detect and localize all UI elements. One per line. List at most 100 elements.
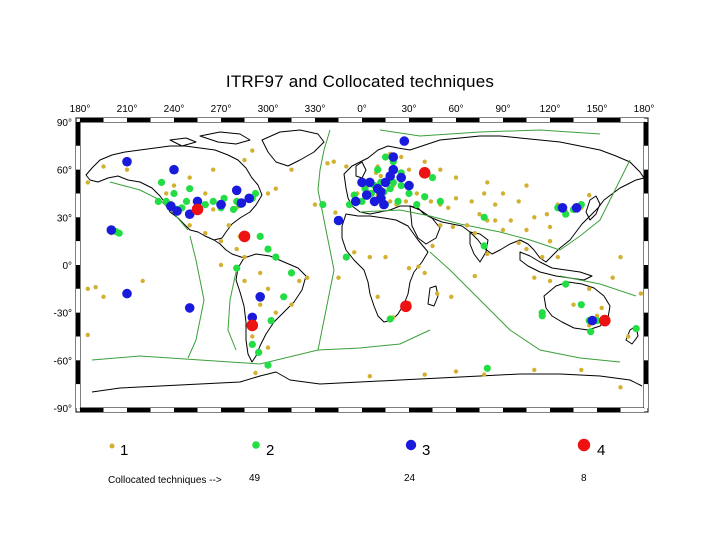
station-point-type-1 xyxy=(618,254,623,260)
station-point-type-1 xyxy=(587,192,592,198)
coast-japan xyxy=(585,195,601,221)
frame-segment xyxy=(644,217,648,242)
frame-segment xyxy=(221,408,245,412)
station-point-type-1 xyxy=(378,173,383,179)
frame-segment xyxy=(244,118,268,122)
frame-segment xyxy=(432,408,456,412)
station-point-type-1 xyxy=(482,191,487,196)
frame-segment xyxy=(80,408,104,412)
plate-western-pacific xyxy=(559,159,631,251)
station-point-type-1 xyxy=(516,240,521,245)
station-point-type-3 xyxy=(557,203,568,213)
station-point-type-2 xyxy=(154,197,162,205)
coast-greenland xyxy=(261,129,325,167)
station-point-type-1 xyxy=(438,167,443,172)
frame-segment xyxy=(644,384,648,408)
station-point-type-2 xyxy=(386,315,394,323)
station-point-type-1 xyxy=(383,254,388,260)
station-point-type-3 xyxy=(365,177,375,188)
station-point-type-2 xyxy=(157,178,166,186)
station-point-type-3 xyxy=(184,303,195,313)
station-point-type-2 xyxy=(381,153,390,161)
station-point-type-1 xyxy=(289,167,294,172)
frame-checker xyxy=(76,118,648,412)
station-point-type-1 xyxy=(273,186,278,191)
station-point-type-3 xyxy=(388,164,399,175)
station-point-type-1 xyxy=(297,278,302,284)
frame-segment xyxy=(573,408,597,412)
station-point-type-1 xyxy=(273,310,278,315)
station-point-type-2 xyxy=(201,201,209,209)
frame-segment xyxy=(127,408,151,412)
station-point-type-1 xyxy=(403,199,409,204)
station-point-type-1 xyxy=(85,286,91,291)
station-point-type-3 xyxy=(388,152,399,162)
station-point-type-3 xyxy=(350,196,361,207)
station-point-type-1 xyxy=(500,191,506,196)
station-point-type-1 xyxy=(532,275,537,280)
station-point-type-1 xyxy=(638,291,644,296)
lon-tick-label: 120° xyxy=(540,104,561,115)
lon-tick-label: 330° xyxy=(305,104,326,115)
station-point-type-3 xyxy=(587,315,598,326)
frame-segment xyxy=(550,408,574,412)
legend-marker-3 xyxy=(405,439,417,451)
station-point-type-1 xyxy=(367,254,372,260)
frame-segment xyxy=(103,408,127,412)
coast-uk xyxy=(355,161,367,179)
frame-segment xyxy=(644,360,648,385)
station-point-type-1 xyxy=(453,175,459,180)
station-point-type-1 xyxy=(493,218,498,223)
station-point-type-4 xyxy=(238,230,251,243)
station-point-type-1 xyxy=(477,212,482,217)
station-point-type-4 xyxy=(191,203,204,216)
coast-north-america xyxy=(85,145,263,241)
frame-segment xyxy=(644,122,648,146)
station-point-type-2 xyxy=(405,189,413,198)
station-point-type-2 xyxy=(255,348,263,356)
station-point-type-1 xyxy=(124,167,130,172)
station-point-type-1 xyxy=(422,270,427,276)
frame-segment xyxy=(76,312,80,337)
coast-india xyxy=(469,231,489,263)
station-point-type-2 xyxy=(233,264,241,272)
lon-tick-label: 180° xyxy=(70,104,91,115)
station-point-type-1 xyxy=(333,210,338,215)
station-point-type-1 xyxy=(469,199,474,204)
frame-segment xyxy=(526,118,550,122)
station-point-type-1 xyxy=(485,251,490,257)
frame-segment xyxy=(597,118,621,122)
frame-segment xyxy=(526,408,550,412)
frame-segment xyxy=(315,118,339,122)
lon-tick-label: 30° xyxy=(401,104,416,115)
station-point-type-4 xyxy=(418,167,431,179)
station-point-type-1 xyxy=(587,286,592,291)
station-point-type-1 xyxy=(336,275,341,280)
station-point-type-2 xyxy=(248,340,256,348)
station-point-type-1 xyxy=(594,313,600,318)
lat-tick-label: -90° xyxy=(54,404,72,415)
frame-segment xyxy=(503,118,527,122)
station-point-type-2 xyxy=(229,205,238,213)
coast-arctic-islands xyxy=(169,131,251,147)
collocated-count-4: 8 xyxy=(581,473,587,484)
plate-boundaries xyxy=(91,129,637,365)
station-point-type-3 xyxy=(396,172,407,183)
frame-segment xyxy=(644,312,648,337)
lon-tick-label: 60° xyxy=(448,104,463,115)
frame-segment xyxy=(644,169,648,194)
frame-segment xyxy=(620,118,644,122)
frame-segment xyxy=(103,118,127,122)
station-point-type-1 xyxy=(547,239,553,244)
station-point-type-4 xyxy=(400,300,412,313)
station-point-type-1 xyxy=(464,223,470,228)
frame-segment xyxy=(76,288,80,313)
station-point-type-3 xyxy=(399,136,410,146)
station-point-type-2 xyxy=(319,201,327,209)
frame-segment xyxy=(315,408,339,412)
station-point-type-2 xyxy=(428,174,437,182)
collocated-label: Collocated techniques --> xyxy=(108,475,222,486)
station-point-type-2 xyxy=(182,197,191,205)
station-point-type-1 xyxy=(626,334,631,339)
frame-segment xyxy=(503,408,527,412)
